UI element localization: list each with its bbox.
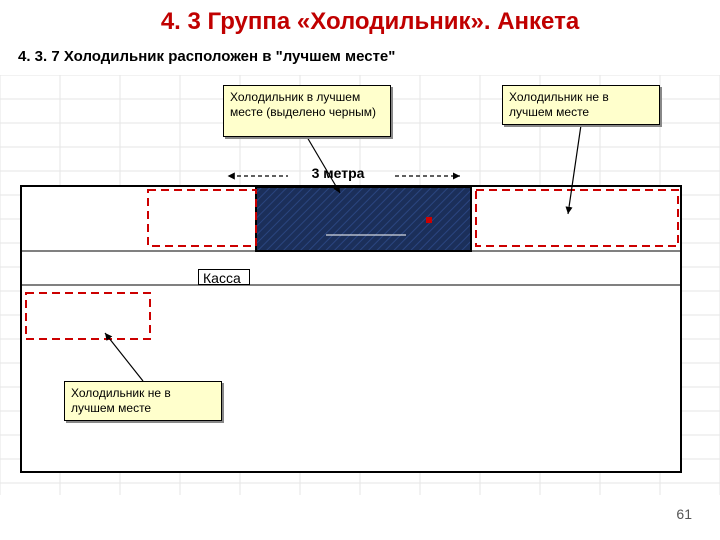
floorplan-outline [20,185,682,473]
callout-best: Холодильник в лучшем месте (выделено чер… [223,85,391,137]
callout-not_best_bottom: Холодильник не в лучшем месте [64,381,222,421]
kassa-label: Касса [203,270,241,286]
callout-not_best_top: Холодильник не в лучшем месте [502,85,660,125]
page-number: 61 [676,506,692,522]
page: { "title": { "text": "4. 3 Группа «Холод… [0,0,720,540]
measure-label: 3 метра [283,165,393,181]
page-title: 4. 3 Группа «Холодильник». Анкета [90,8,650,36]
diagram-canvas: 3 метра Касса Холодильник в лучшем месте… [0,75,720,495]
page-subtitle: 4. 3. 7 Холодильник расположен в "лучшем… [18,48,395,65]
